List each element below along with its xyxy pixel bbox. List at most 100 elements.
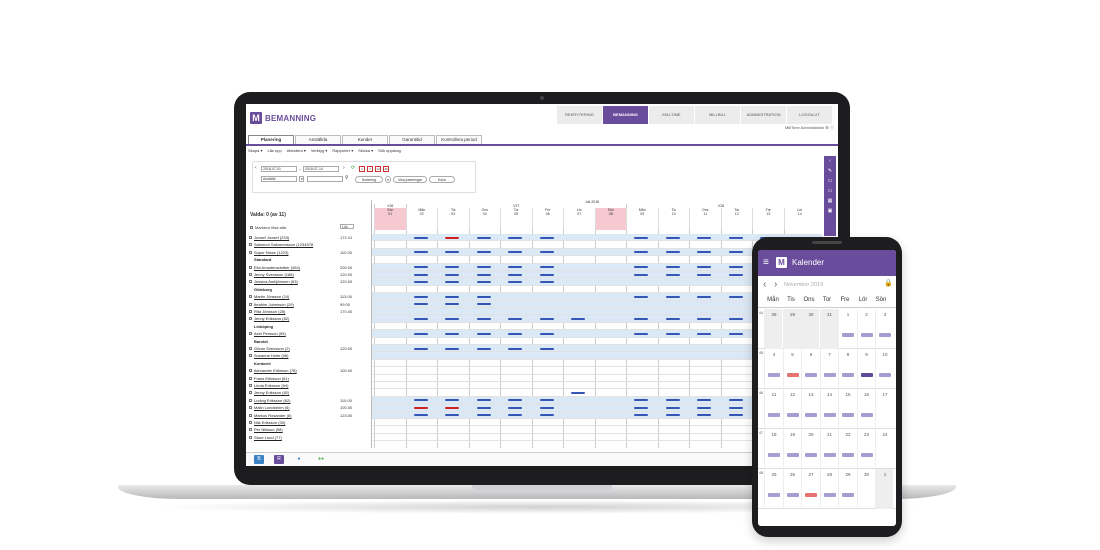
row-checkbox[interactable]: [249, 391, 252, 395]
schedule-row[interactable]: [372, 382, 822, 390]
employee-name[interactable]: Axel Persson (55): [254, 331, 286, 337]
calendar-day[interactable]: 26: [782, 469, 801, 509]
row-checkbox[interactable]: [249, 428, 252, 432]
shift-bar[interactable]: [571, 391, 585, 394]
shift-bar[interactable]: [445, 399, 459, 402]
shift-bar[interactable]: [445, 266, 459, 269]
day-header[interactable]: Mån 09: [626, 208, 658, 230]
shift-bar[interactable]: [445, 251, 459, 254]
schedule-row[interactable]: [372, 338, 822, 345]
shift-bar[interactable]: [413, 251, 428, 254]
schedule-row[interactable]: [372, 256, 822, 264]
calendar-day[interactable]: 4: [764, 349, 782, 389]
day-header[interactable]: Mån 02: [405, 208, 438, 230]
employee-row[interactable]: Per Nilsson (58): [248, 426, 372, 433]
employee-row[interactable]: Salomon Salomonsson (1234578: [248, 241, 372, 248]
shift-bar[interactable]: [539, 414, 554, 417]
chevron-down-icon[interactable]: ▾: [299, 176, 304, 182]
employee-row[interactable]: Super Nisse (1223) 110.00: [248, 249, 372, 256]
day-header[interactable]: Fre 13: [752, 208, 784, 230]
shift-chip[interactable]: [842, 333, 854, 337]
day-header[interactable]: Ons 11: [689, 208, 721, 230]
employee-row[interactable]: Malin Lundström (5) 100.00: [248, 404, 372, 411]
shift-bar[interactable]: [476, 414, 491, 417]
next-month-icon[interactable]: ›: [774, 279, 778, 290]
row-checkbox[interactable]: [249, 413, 252, 417]
row-checkbox[interactable]: [249, 354, 252, 358]
shift-bar[interactable]: [476, 332, 491, 335]
shift-bar[interactable]: [697, 317, 711, 320]
shift-bar[interactable]: [665, 317, 680, 320]
calendar-30-icon[interactable]: 30: [383, 166, 389, 172]
sort-select[interactable]: Lös: [340, 224, 354, 229]
shift-bar[interactable]: [665, 332, 680, 335]
row-checkbox[interactable]: [249, 317, 252, 321]
nav-milltime[interactable]: MILLTIME: [648, 106, 694, 124]
shift-bar[interactable]: [697, 332, 711, 335]
calendar-day[interactable]: 18: [764, 429, 782, 469]
employee-row[interactable]: Susanne Holm (58): [248, 352, 372, 359]
calendar-day[interactable]: 11: [764, 389, 782, 429]
schedule-row[interactable]: [372, 360, 822, 368]
shift-bar[interactable]: [413, 414, 428, 417]
tab-kontrollera-period[interactable]: Kontrollera period: [436, 135, 482, 144]
schedule-row[interactable]: [372, 367, 822, 375]
shift-bar[interactable]: [476, 317, 491, 320]
shift-chip[interactable]: [823, 453, 836, 457]
shift-bar[interactable]: [571, 317, 585, 320]
colors-button[interactable]: Kolor: [429, 176, 455, 183]
shift-chip[interactable]: [768, 493, 780, 497]
row-checkbox[interactable]: [249, 398, 252, 402]
shift-bar[interactable]: [697, 273, 711, 276]
search-input[interactable]: [307, 176, 343, 182]
shift-bar[interactable]: [508, 406, 522, 409]
shift-bar[interactable]: [413, 399, 428, 402]
tab-garantitid[interactable]: Garantitid: [389, 135, 435, 144]
shift-bar[interactable]: [634, 251, 648, 254]
shift-bar[interactable]: [476, 273, 491, 276]
shift-bar[interactable]: [476, 251, 491, 254]
day-header[interactable]: Tis 03: [437, 208, 469, 230]
shift-bar[interactable]: [634, 332, 648, 335]
employee-name[interactable]: Susanne Holm (58): [254, 353, 289, 359]
shift-bar[interactable]: [508, 236, 522, 239]
day-header[interactable]: Tor 12: [720, 208, 753, 230]
calendar-day[interactable]: 30: [856, 469, 875, 509]
calendar-day[interactable]: 5: [782, 349, 801, 389]
nav-bemanning[interactable]: BEMANNING: [602, 106, 648, 124]
shift-bar[interactable]: [539, 266, 554, 269]
employee-name[interactable]: Super Nisse (1223): [254, 249, 289, 255]
app-logo[interactable]: M BEMANNING: [250, 112, 316, 124]
calendar-day[interactable]: 17: [875, 389, 893, 429]
calendar-day[interactable]: 14: [819, 389, 838, 429]
shift-bar[interactable]: [508, 399, 522, 402]
calendar-day[interactable]: 12: [782, 389, 801, 429]
schedule-row[interactable]: [372, 308, 822, 316]
shift-bar[interactable]: [697, 251, 711, 254]
shift-bar[interactable]: [476, 266, 491, 269]
menu-las-upp[interactable]: Lås upp: [267, 148, 282, 153]
employee-row[interactable]: Linda Eriksson (64): [248, 382, 372, 389]
shift-bar[interactable]: [665, 414, 680, 417]
shift-bar[interactable]: [445, 273, 459, 276]
shift-bar[interactable]: [445, 347, 459, 350]
day-header[interactable]: Lör 14: [783, 208, 816, 230]
collapse-icon[interactable]: ‹: [829, 158, 831, 164]
shift-chip[interactable]: [842, 413, 854, 417]
employee-name[interactable]: Elia Amadeusdottier (454): [254, 264, 301, 270]
shift-chip[interactable]: [768, 373, 780, 377]
shift-chip[interactable]: [786, 493, 799, 497]
date-from-input[interactable]: 2018-07-01: [261, 166, 297, 172]
show-adjustments-button[interactable]: Visa justeringar: [393, 176, 427, 183]
shift-chip[interactable]: [805, 373, 817, 377]
shift-bar[interactable]: [697, 399, 711, 402]
shift-bar[interactable]: [445, 236, 459, 239]
shift-bar[interactable]: [413, 406, 428, 409]
employee-name[interactable]: Göran Svensson (2): [254, 346, 290, 351]
mark-all-checkbox[interactable]: Markera Visa alla: [250, 225, 286, 230]
shift-bar[interactable]: [476, 280, 491, 283]
day-header[interactable]: Sön 01: [374, 208, 406, 230]
prev-month-icon[interactable]: ‹: [763, 279, 767, 290]
shift-bar[interactable]: [413, 273, 428, 276]
day-header[interactable]: Tor 05: [500, 208, 532, 230]
